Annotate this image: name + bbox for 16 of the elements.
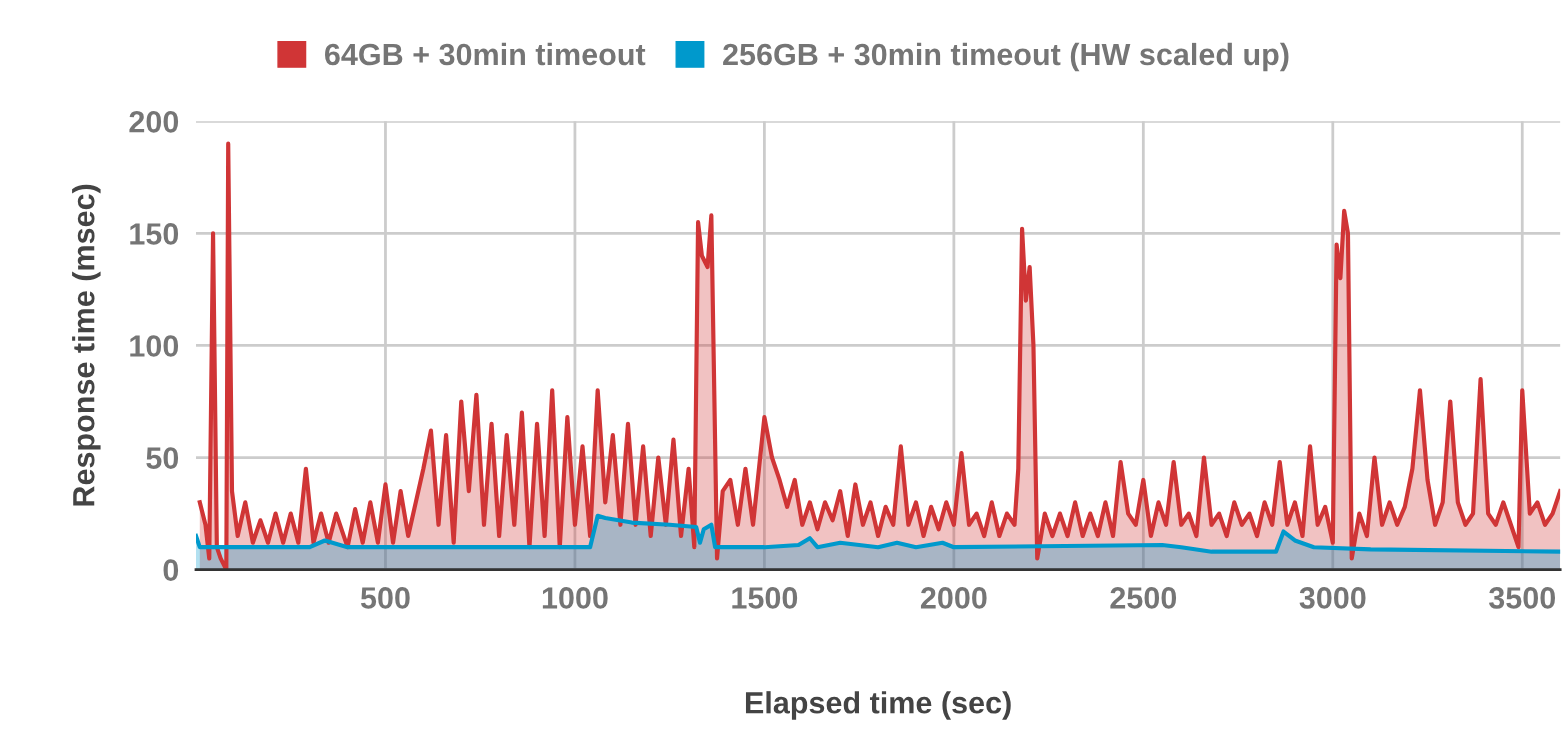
y-axis-title: Response time (msec) bbox=[72, 184, 101, 506]
x-tick-label: 1000 bbox=[542, 587, 608, 609]
y-tick-label: 150 bbox=[130, 223, 179, 245]
y-tick-label: 0 bbox=[163, 559, 179, 581]
x-tick-label: 500 bbox=[360, 587, 410, 609]
y-tick-label: 50 bbox=[146, 447, 179, 469]
legend-label: 64GB + 30min timeout bbox=[325, 42, 646, 66]
x-tick-label: 3000 bbox=[1299, 587, 1366, 609]
x-axis-title: Elapsed time (sec) bbox=[745, 691, 1011, 720]
x-tick-label: 2000 bbox=[920, 587, 987, 609]
x-tick-label: 3500 bbox=[1488, 587, 1555, 609]
y-tick-label: 200 bbox=[129, 111, 179, 133]
x-tick-label: 2500 bbox=[1110, 587, 1177, 609]
x-tick-label: 1500 bbox=[732, 587, 798, 609]
legend-label: 256GB + 30min timeout (HW scaled up) bbox=[723, 42, 1289, 72]
y-tick-label: 100 bbox=[130, 335, 179, 357]
